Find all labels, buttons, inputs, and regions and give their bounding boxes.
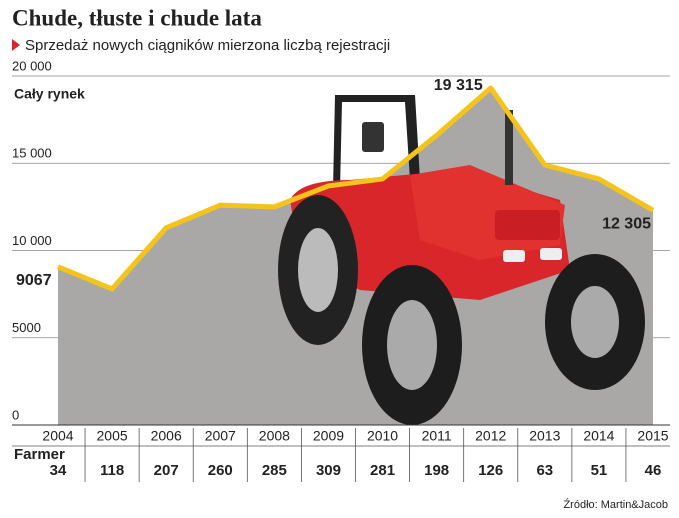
table-cell: 34 [50, 462, 67, 479]
x-tick-label: 2007 [205, 428, 236, 444]
chart-title: Chude, tłuste i chude lata [12, 5, 262, 30]
table-cell: 285 [262, 462, 287, 479]
x-tick-label: 2011 [422, 428, 452, 444]
tractor-illustration [278, 95, 645, 425]
x-tick-label: 2009 [313, 428, 344, 444]
x-tick-label: 2004 [42, 428, 73, 444]
table-cell: 46 [645, 462, 662, 479]
y-tick-label: 15 000 [12, 146, 52, 161]
table-row-label: Farmer [14, 446, 65, 463]
x-tick-label: 2013 [529, 428, 560, 444]
x-tick-label: 2010 [367, 428, 398, 444]
table-cell: 207 [154, 462, 179, 479]
y-tick-label: 10 000 [12, 233, 52, 248]
x-tick-label: 2008 [259, 428, 290, 444]
y-tick-label: 20 000 [12, 58, 52, 73]
y-tick-label: 0 [12, 407, 19, 422]
table-cell: 63 [536, 462, 553, 479]
x-tick-label: 2005 [97, 428, 128, 444]
table-cell: 198 [424, 462, 449, 479]
x-tick-label: 2012 [475, 428, 506, 444]
x-tick-label: 2006 [151, 428, 182, 444]
x-tick-label: 2014 [583, 428, 614, 444]
y-tick-label: 5000 [12, 320, 41, 335]
table-cell: 126 [478, 462, 503, 479]
table-cell: 118 [100, 462, 124, 479]
x-tick-label: 2015 [637, 428, 668, 444]
value-label: 9067 [16, 272, 52, 289]
chart-subtitle: Sprzedaż nowych ciągników mierzona liczb… [25, 37, 390, 54]
table-cell: 51 [591, 462, 608, 479]
series-label: Cały rynek [14, 86, 85, 102]
labels: 9067 19 315 12 305 Cały rynek 0 5000 10 000 15 … [12, 58, 670, 511]
value-label: 19 315 [434, 77, 483, 94]
table-cell: 309 [316, 462, 341, 479]
table-cell: 281 [370, 462, 395, 479]
line [57, 85, 655, 292]
value-label: 12 305 [602, 215, 651, 232]
table-cell: 260 [208, 462, 233, 479]
source: Źródło: Martin&Jacob [563, 498, 668, 511]
subtitle-marker [12, 39, 20, 51]
